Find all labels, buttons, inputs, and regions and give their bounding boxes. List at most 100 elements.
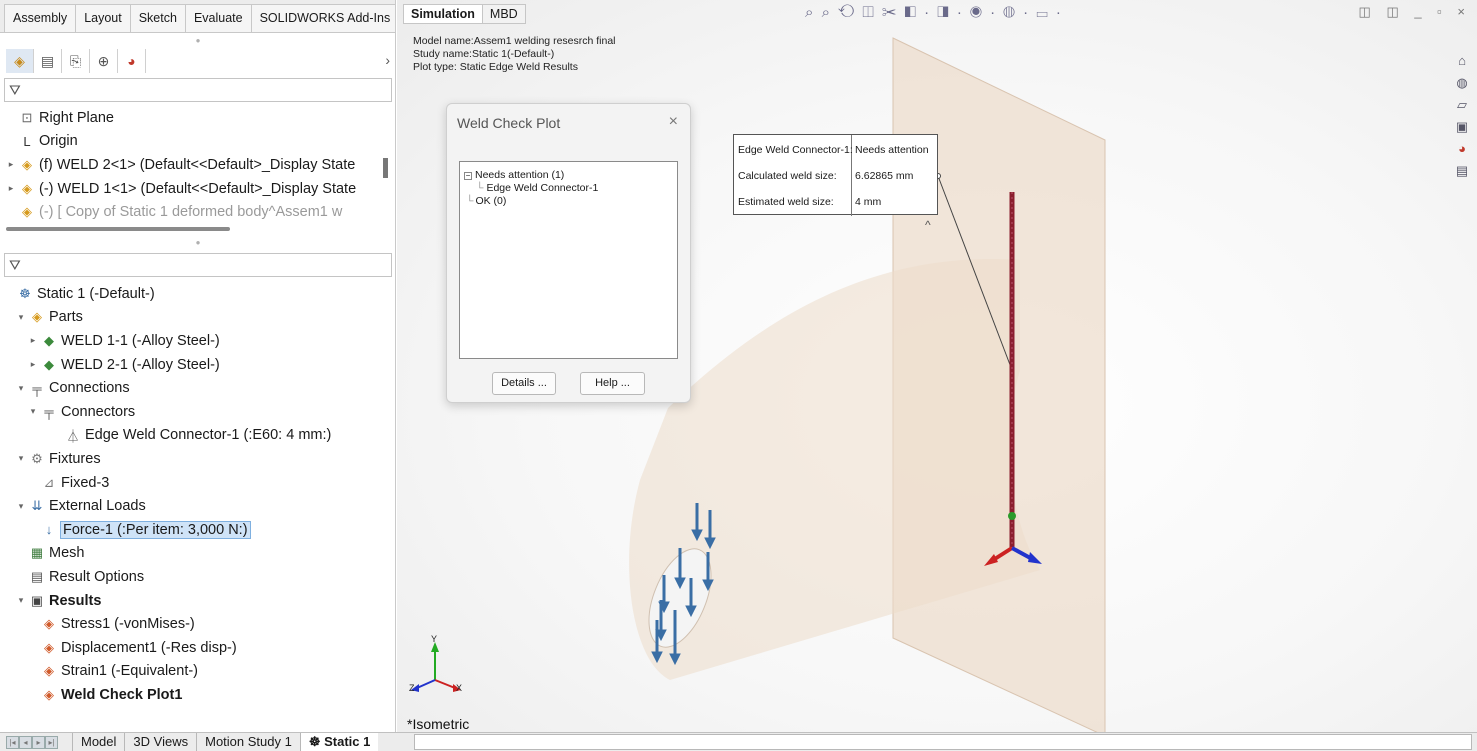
tree-row[interactable]: ▤ Result Options [0, 565, 395, 589]
tree-row[interactable]: ▸ ◆ WELD 1-1 (-Alloy Steel-) [0, 329, 395, 353]
prev-tab-icon[interactable]: ◂ [19, 735, 32, 749]
tree-row[interactable]: ▾ ╤ Connections [0, 376, 395, 400]
tab-simulation[interactable]: Simulation [403, 4, 483, 24]
feature-manager-icon[interactable]: ◈ [6, 49, 34, 73]
tree-row[interactable]: ▸ ◈ (-) WELD 1<1> (Default<<Default>_Displ… [0, 177, 395, 201]
part-icon: ◈ [22, 156, 32, 172]
weld-result-callout[interactable]: Edge Weld Connector-1: Needs attention C… [733, 134, 939, 216]
expand-arrow-icon[interactable]: ▾ [18, 500, 24, 511]
simulation-tree-filter[interactable]: ⛛ [4, 253, 392, 277]
status-input-box[interactable] [414, 734, 1472, 750]
tab-solidworks-addins[interactable]: SOLIDWORKS Add-Ins [250, 4, 395, 32]
tree-item-label: Fixtures [49, 450, 101, 467]
splitter-grip-top[interactable]: ● [195, 36, 201, 45]
tree-row[interactable]: ◈ Strain1 (-Equivalent-) [0, 660, 395, 684]
tab-static-1[interactable]: ☸ Static 1 [299, 732, 379, 751]
tree-row[interactable]: ▾ ╤ Connectors [0, 400, 395, 424]
plane-icon: ⊡ [21, 109, 33, 125]
force-arrow-head [651, 651, 663, 664]
tree-row[interactable]: ▾ ◈ Parts [0, 306, 395, 330]
tree-row[interactable]: ◈ Displacement1 (-Res disp-) [0, 636, 395, 660]
triad-z-label: Z [409, 683, 415, 693]
graphics-tabs: Simulation MBD [403, 4, 526, 24]
tree-row[interactable]: ◈ Weld Check Plot1 [0, 683, 395, 707]
tree-item-label: Stress1 (-vonMises-) [61, 616, 195, 633]
next-tab-icon[interactable]: ▸ [32, 735, 45, 749]
close-icon[interactable]: × [668, 113, 678, 130]
tree-row[interactable]: ▾ ⇊ External Loads [0, 494, 395, 518]
callout-collapse-caret[interactable]: ^ [925, 218, 931, 232]
last-tab-icon[interactable]: ▸| [45, 735, 58, 749]
collapse-box-icon[interactable]: − [464, 171, 472, 180]
tree-group-label: Needs attention (1) [475, 169, 565, 181]
tree-row[interactable]: ⏃ Edge Weld Connector-1 (:E60: 4 mm:) [0, 424, 395, 448]
tree-row[interactable]: ⊡ Right Plane [0, 106, 395, 130]
feature-tree-vscroll[interactable] [383, 158, 388, 178]
window-controls[interactable]: ◫ ◫ _ ▫ × [1358, 4, 1471, 19]
tree-row[interactable]: ◈ (-) [ Copy of Static 1 deformed body^As… [0, 200, 395, 224]
callout-leader [937, 175, 1013, 371]
callout-value: 4 mm [855, 196, 882, 208]
expand-arrow-icon[interactable]: ▾ [30, 406, 36, 417]
tab-model[interactable]: Model [72, 732, 124, 751]
first-tab-icon[interactable]: |◂ [6, 735, 19, 749]
expand-arrow-icon[interactable]: ▾ [18, 311, 24, 322]
expand-arrow-icon[interactable]: ▾ [18, 453, 24, 464]
filter-icon: ⛛ [9, 257, 21, 273]
tree-item-edge-weld[interactable]: └ Edge Weld Connector-1 [464, 182, 677, 195]
dimxpert-icon[interactable]: ⊕ [90, 49, 118, 73]
feature-tree-scrollbar[interactable] [6, 227, 230, 231]
chevron-right-icon[interactable]: › [385, 52, 390, 68]
tab-motion-study-1[interactable]: Motion Study 1 [196, 732, 300, 751]
details-button[interactable]: Details ... [492, 372, 556, 395]
manager-tabs: ◈ ▤ ⎘ ⊕ ◕ › [0, 48, 395, 74]
expand-arrow-icon[interactable]: ▸ [30, 335, 36, 346]
callout-row-calculated: Calculated weld size: 6.62865 mm [734, 163, 939, 190]
tree-group-label: OK (0) [475, 195, 507, 207]
expand-arrow-icon[interactable]: ▸ [30, 359, 36, 370]
force-arrow-head [685, 605, 697, 618]
weld-origin-marker [1008, 512, 1016, 520]
tab-mbd[interactable]: MBD [481, 4, 526, 24]
filter-icon: ⛛ [9, 82, 21, 98]
feature-tree-filter[interactable]: ⛛ [4, 78, 392, 102]
custom-properties-icon[interactable]: ▤ [1455, 163, 1469, 178]
configuration-manager-icon[interactable]: ⎘ [62, 49, 90, 73]
tree-group-needs-attention[interactable]: − Needs attention (1) [464, 169, 677, 182]
tree-row[interactable]: ↓ Force-1 (:Per item: 3,000 N:) [0, 518, 395, 542]
tree-row[interactable]: ⊿ Fixed-3 [0, 471, 395, 495]
tree-row[interactable]: ☸ Static 1 (-Default-) [0, 282, 395, 306]
edge-weld-icon: ⏃ [66, 428, 80, 444]
model-info: Model name:Assem1 welding resesrch final… [413, 35, 616, 74]
view-palette-icon[interactable]: ▣ [1455, 119, 1469, 134]
tree-row[interactable]: ▾ ⚙ Fixtures [0, 447, 395, 471]
tree-row[interactable]: ▾ ▣ Results [0, 589, 395, 613]
tab-evaluate[interactable]: Evaluate [184, 4, 252, 32]
tab-sketch[interactable]: Sketch [129, 4, 186, 32]
tree-row[interactable]: ▸ ◆ WELD 2-1 (-Alloy Steel-) [0, 353, 395, 377]
expand-arrow-icon[interactable]: ▾ [18, 595, 24, 606]
tree-item-label: Static 1 (-Default-) [37, 285, 155, 302]
folder-icon[interactable]: ▱ [1457, 97, 1467, 112]
tab-layout[interactable]: Layout [75, 4, 131, 32]
resources-icon[interactable]: ◍ [1456, 75, 1468, 90]
tree-group-ok[interactable]: └ OK (0) [464, 195, 677, 208]
display-manager-icon[interactable]: ◕ [118, 49, 146, 73]
tree-row[interactable]: ◈ Stress1 (-vonMises-) [0, 612, 395, 636]
tree-row[interactable]: L Origin [0, 130, 395, 154]
tree-row[interactable]: ▸ ◈ (f) WELD 2<1> (Default<<Default>_Displ… [0, 153, 395, 177]
splitter-grip-bottom[interactable]: ● [195, 238, 201, 247]
help-button[interactable]: Help ... [580, 372, 645, 395]
tree-item-label: Right Plane [39, 109, 114, 126]
home-icon[interactable]: ⌂ [1458, 53, 1466, 68]
tab-3d-views[interactable]: 3D Views [124, 732, 196, 751]
part-icon: ◈ [22, 204, 32, 220]
expand-arrow-icon[interactable]: ▸ [8, 159, 14, 170]
expand-arrow-icon[interactable]: ▾ [18, 382, 24, 393]
tree-row[interactable]: ▦ Mesh [0, 542, 395, 566]
heads-up-view-toolbar[interactable]: ⌕ ⌕ ⟲ ◫ ✂ ◧ · ◨ · ◉ · ◍ · ▭ · [805, 4, 1063, 21]
property-manager-icon[interactable]: ▤ [34, 49, 62, 73]
tree-item-label: Fixed-3 [61, 474, 110, 491]
expand-arrow-icon[interactable]: ▸ [8, 183, 14, 194]
appearances-icon[interactable]: ◕ [1458, 141, 1466, 156]
